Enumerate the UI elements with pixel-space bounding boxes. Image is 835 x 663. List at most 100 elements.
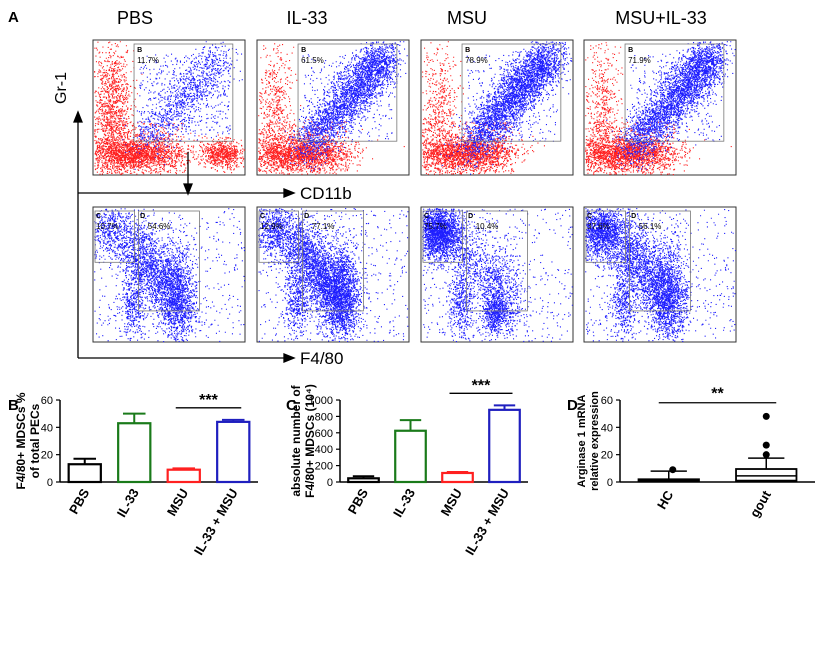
gate-b-label: B bbox=[137, 47, 142, 54]
y-tick-label: 0 bbox=[607, 477, 613, 489]
flow-event-cloud bbox=[94, 41, 246, 175]
panel-letter-a: A bbox=[8, 9, 19, 26]
flow-event-cloud bbox=[585, 208, 736, 342]
gate-b-box bbox=[133, 43, 234, 142]
gate-b-box bbox=[461, 43, 562, 142]
gate-c-box bbox=[422, 210, 463, 263]
gate-c-label: C bbox=[96, 213, 101, 220]
flow-event-cloud bbox=[258, 208, 409, 342]
y-tick-label: 40 bbox=[601, 422, 613, 434]
gate-c-box bbox=[94, 210, 135, 263]
y-tick-label: 60 bbox=[41, 395, 53, 407]
flow-event-cloud bbox=[422, 208, 573, 343]
bar bbox=[441, 471, 474, 484]
y-tick-label: 200 bbox=[315, 461, 333, 473]
condition-title-msu-il33: MSU+IL-33 bbox=[615, 8, 707, 28]
bar bbox=[166, 468, 201, 484]
flow-plots: B11.7%B61.5%B78.9%B71.9%C10.7%D54.6%C12.… bbox=[92, 39, 737, 343]
flow-plot-frame bbox=[256, 39, 410, 176]
gate-d-label: D bbox=[468, 213, 473, 220]
gate-c-percent: 12.9% bbox=[260, 222, 283, 231]
gate-b-percent: 71.9% bbox=[628, 56, 651, 65]
gate-b-box bbox=[297, 43, 398, 142]
gate-d-label: D bbox=[631, 213, 636, 220]
flow-event-cloud bbox=[279, 41, 408, 172]
y-tick-label: 800 bbox=[315, 411, 333, 423]
bar bbox=[394, 429, 427, 484]
flow-plot-bottom: C 37.6% D56.1% bbox=[583, 206, 737, 343]
flow-plot-top: B 71.9% bbox=[583, 39, 737, 176]
gate-d-label: D bbox=[304, 213, 309, 220]
gate-c-percent: 37.6% bbox=[587, 222, 610, 231]
x-tick-label: HC bbox=[654, 487, 677, 511]
gate-c-box bbox=[585, 210, 626, 263]
f480-axis-label: F4/80 bbox=[300, 349, 343, 368]
x-tick-label: IL-33 + MSU bbox=[462, 486, 512, 558]
outlier-point bbox=[762, 412, 770, 420]
flow-event-cloud bbox=[94, 208, 246, 343]
y-tick-label: 20 bbox=[41, 450, 53, 462]
flow-plot-top: B 61.5% bbox=[256, 39, 410, 176]
cd11b-axis-arrowhead bbox=[283, 188, 296, 198]
y-axis-label-line1: absolute number of bbox=[289, 384, 303, 496]
x-tick-label: PBS bbox=[66, 486, 93, 517]
gate-b-percent: 61.5% bbox=[301, 56, 324, 65]
bar bbox=[216, 420, 251, 484]
flow-plot-top: B 78.9% bbox=[420, 39, 574, 176]
cd11b-axis-label: CD11b bbox=[300, 184, 352, 203]
gate-d-percent: 56.1% bbox=[639, 222, 662, 231]
flow-axes bbox=[73, 110, 296, 363]
gate-c-percent: 75.7% bbox=[424, 222, 447, 231]
gate-b-percent: 78.9% bbox=[465, 56, 488, 65]
x-tick-label: gout bbox=[747, 487, 774, 519]
y-axis-label-line1: Arginase 1 mRNA bbox=[576, 394, 588, 487]
gate-d-box bbox=[138, 210, 200, 312]
bar bbox=[117, 422, 152, 484]
gate-d-box bbox=[302, 210, 364, 312]
gate-d-box bbox=[629, 210, 691, 312]
gate-c-label: C bbox=[260, 213, 265, 220]
gate-d-percent: 10.4% bbox=[476, 222, 499, 231]
outlier-point bbox=[669, 466, 677, 474]
gate-b-label: B bbox=[628, 47, 633, 54]
chart-c: 0 200 400 600 800 1000 absolute number of F4/80… bbox=[289, 377, 528, 558]
y-axis-label-line2: of total PECs bbox=[28, 403, 42, 478]
significance-stars: *** bbox=[199, 392, 218, 409]
bar bbox=[347, 477, 380, 484]
y-tick-label: 0 bbox=[47, 477, 53, 489]
flow-event-cloud bbox=[122, 41, 243, 170]
x-tick-label: IL-33 bbox=[114, 486, 142, 520]
y-tick-label: 1000 bbox=[309, 395, 333, 407]
x-tick-label: MSU bbox=[438, 486, 465, 519]
chart-b: 0 20 40 60 F4/80+ MDSCs % of total PECs PBS IL-… bbox=[14, 392, 258, 558]
f480-axis-arrowhead bbox=[283, 353, 296, 363]
flow-event-cloud bbox=[258, 43, 405, 175]
y-axis-label-line2: relative expression bbox=[589, 391, 601, 491]
significance-stars: ** bbox=[711, 386, 724, 403]
y-tick-label: 600 bbox=[315, 428, 333, 440]
gate-arrow-head bbox=[183, 183, 193, 196]
panel-letter-b: B bbox=[8, 397, 19, 414]
gate-c-box bbox=[258, 210, 299, 263]
gate-c-label: C bbox=[587, 213, 592, 220]
bar bbox=[488, 408, 521, 484]
flow-plot-top: B 11.7% bbox=[92, 39, 246, 176]
y-tick-label: 60 bbox=[601, 395, 613, 407]
y-tick-label: 400 bbox=[315, 444, 333, 456]
panel-letter-c: C bbox=[286, 397, 297, 414]
y-tick-label: 40 bbox=[41, 422, 53, 434]
chart-d: 0 20 40 60 Arginase 1 mRNA relative expressio… bbox=[576, 386, 815, 520]
y-axis-label-line1: F4/80+ MDSCs % bbox=[14, 392, 28, 489]
outlier-point bbox=[762, 441, 770, 449]
x-tick-label: MSU bbox=[164, 486, 191, 519]
box bbox=[735, 468, 798, 482]
flow-plot-bottom: C 12.9% D77.1% bbox=[256, 206, 410, 343]
gr1-axis-label: Gr-1 bbox=[53, 72, 70, 104]
gate-b-label: B bbox=[301, 47, 306, 54]
condition-title-pbs: PBS bbox=[117, 8, 153, 28]
flow-plot-bottom: C 10.7% D54.6% bbox=[92, 206, 246, 343]
flow-event-cloud bbox=[422, 41, 545, 175]
gate-d-box bbox=[466, 210, 528, 312]
